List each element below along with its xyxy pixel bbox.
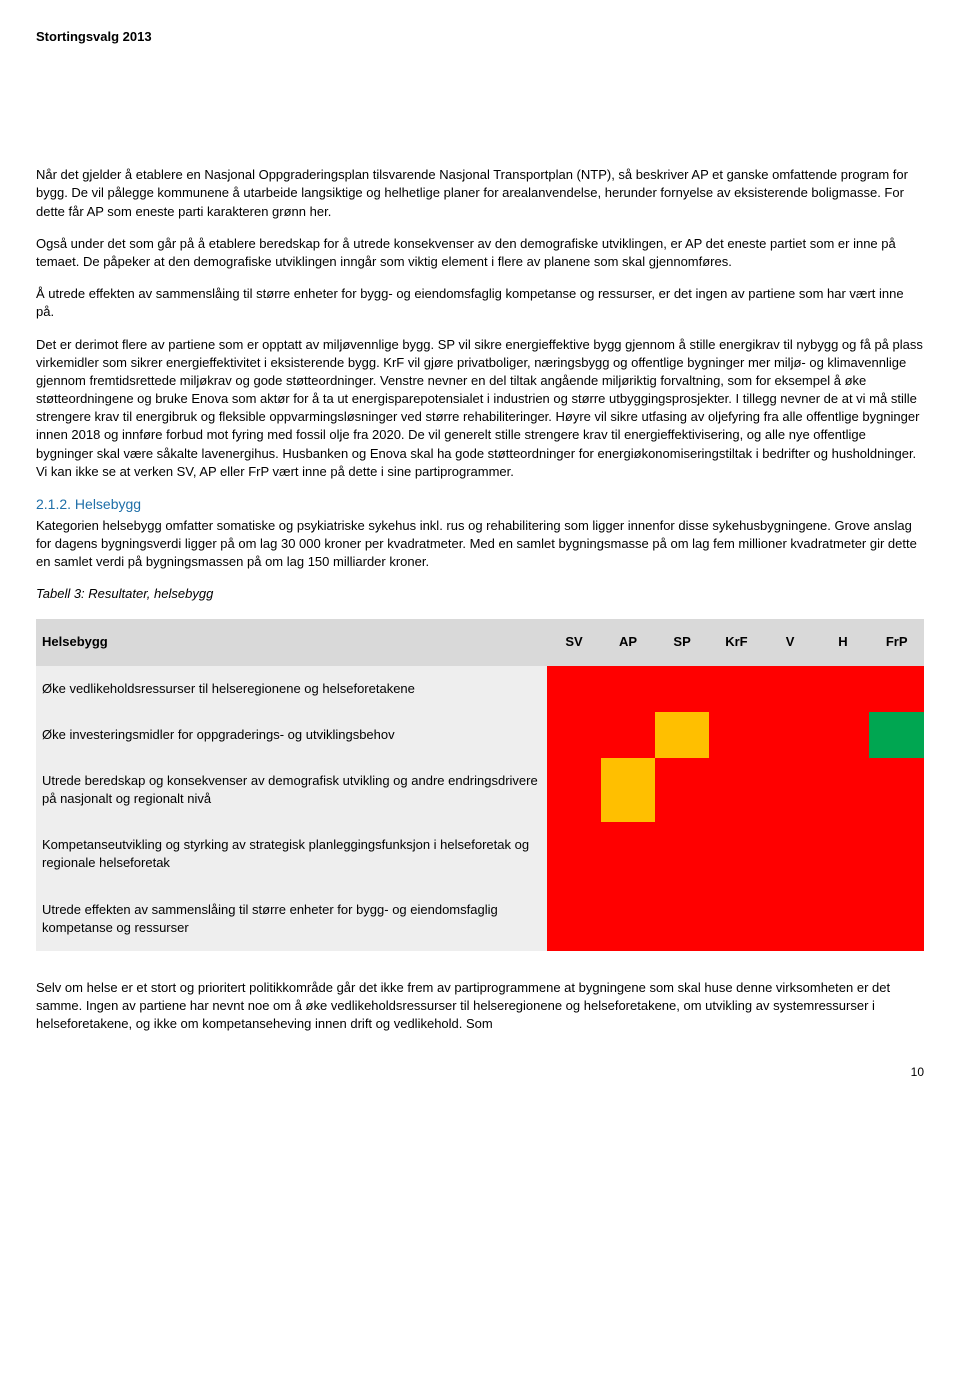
table-row-label: Utrede effekten av sammenslåing til stør…: [36, 887, 547, 951]
paragraph: Å utrede effekten av sammenslåing til st…: [36, 285, 924, 321]
table-row: Utrede beredskap og konsekvenser av demo…: [36, 758, 924, 822]
table-cell: [601, 887, 655, 951]
table-cell: [869, 666, 924, 712]
table-cell: [655, 666, 709, 712]
paragraph: Selv om helse er et stort og prioritert …: [36, 979, 924, 1034]
table-cell: [764, 887, 817, 951]
table-cell: [601, 822, 655, 886]
paragraph: Også under det som går på å etablere ber…: [36, 235, 924, 271]
table-header-party: V: [764, 619, 817, 665]
table-cell: [709, 822, 764, 886]
table-cell: [547, 822, 601, 886]
table-row-label: Øke vedlikeholdsressurser til helseregio…: [36, 666, 547, 712]
table-cell: [655, 712, 709, 758]
table-cell: [764, 758, 817, 822]
table-header-party: FrP: [869, 619, 924, 665]
table-cell: [817, 666, 870, 712]
table-cell: [764, 822, 817, 886]
paragraph: Det er derimot flere av partiene som er …: [36, 336, 924, 482]
table-cell: [817, 887, 870, 951]
table-body: Øke vedlikeholdsressurser til helseregio…: [36, 666, 924, 952]
table-cell: [869, 822, 924, 886]
table-row: Øke investeringsmidler for oppgraderings…: [36, 712, 924, 758]
table-caption: Tabell 3: Resultater, helsebygg: [36, 585, 924, 603]
table-row: Øke vedlikeholdsressurser til helseregio…: [36, 666, 924, 712]
table-row: Utrede effekten av sammenslåing til stør…: [36, 887, 924, 951]
table-cell: [547, 758, 601, 822]
paragraph: Når det gjelder å etablere en Nasjonal O…: [36, 166, 924, 221]
table-cell: [817, 822, 870, 886]
table-cell: [547, 666, 601, 712]
table-header-party: KrF: [709, 619, 764, 665]
table-cell: [709, 887, 764, 951]
table-cell: [764, 712, 817, 758]
table-cell: [547, 712, 601, 758]
table-cell: [764, 666, 817, 712]
table-cell: [547, 887, 601, 951]
table-cell: [869, 712, 924, 758]
table-row: Kompetanseutvikling og styrking av strat…: [36, 822, 924, 886]
table-cell: [601, 712, 655, 758]
table-cell: [709, 758, 764, 822]
table-row-label: Kompetanseutvikling og styrking av strat…: [36, 822, 547, 886]
table-row-label: Utrede beredskap og konsekvenser av demo…: [36, 758, 547, 822]
table-cell: [869, 887, 924, 951]
table-cell: [601, 758, 655, 822]
table-cell: [601, 666, 655, 712]
table-header-party: AP: [601, 619, 655, 665]
table-header-party: SP: [655, 619, 709, 665]
table-header-row: HelsebyggSVAPSPKrFVHFrP: [36, 619, 924, 665]
table-cell: [817, 712, 870, 758]
table-cell: [655, 822, 709, 886]
document-header: Stortingsvalg 2013: [36, 28, 924, 46]
table-header-party: H: [817, 619, 870, 665]
table-cell: [655, 758, 709, 822]
table-row-label: Øke investeringsmidler for oppgraderings…: [36, 712, 547, 758]
section-heading: 2.1.2. Helsebygg: [36, 495, 924, 515]
table-header-label: Helsebygg: [36, 619, 547, 665]
table-header-party: SV: [547, 619, 601, 665]
paragraph: Kategorien helsebygg omfatter somatiske …: [36, 517, 924, 572]
table-cell: [655, 887, 709, 951]
results-table: HelsebyggSVAPSPKrFVHFrP Øke vedlikeholds…: [36, 619, 924, 951]
table-cell: [709, 666, 764, 712]
table-cell: [869, 758, 924, 822]
page-number: 10: [36, 1064, 924, 1081]
table-cell: [817, 758, 870, 822]
table-cell: [709, 712, 764, 758]
